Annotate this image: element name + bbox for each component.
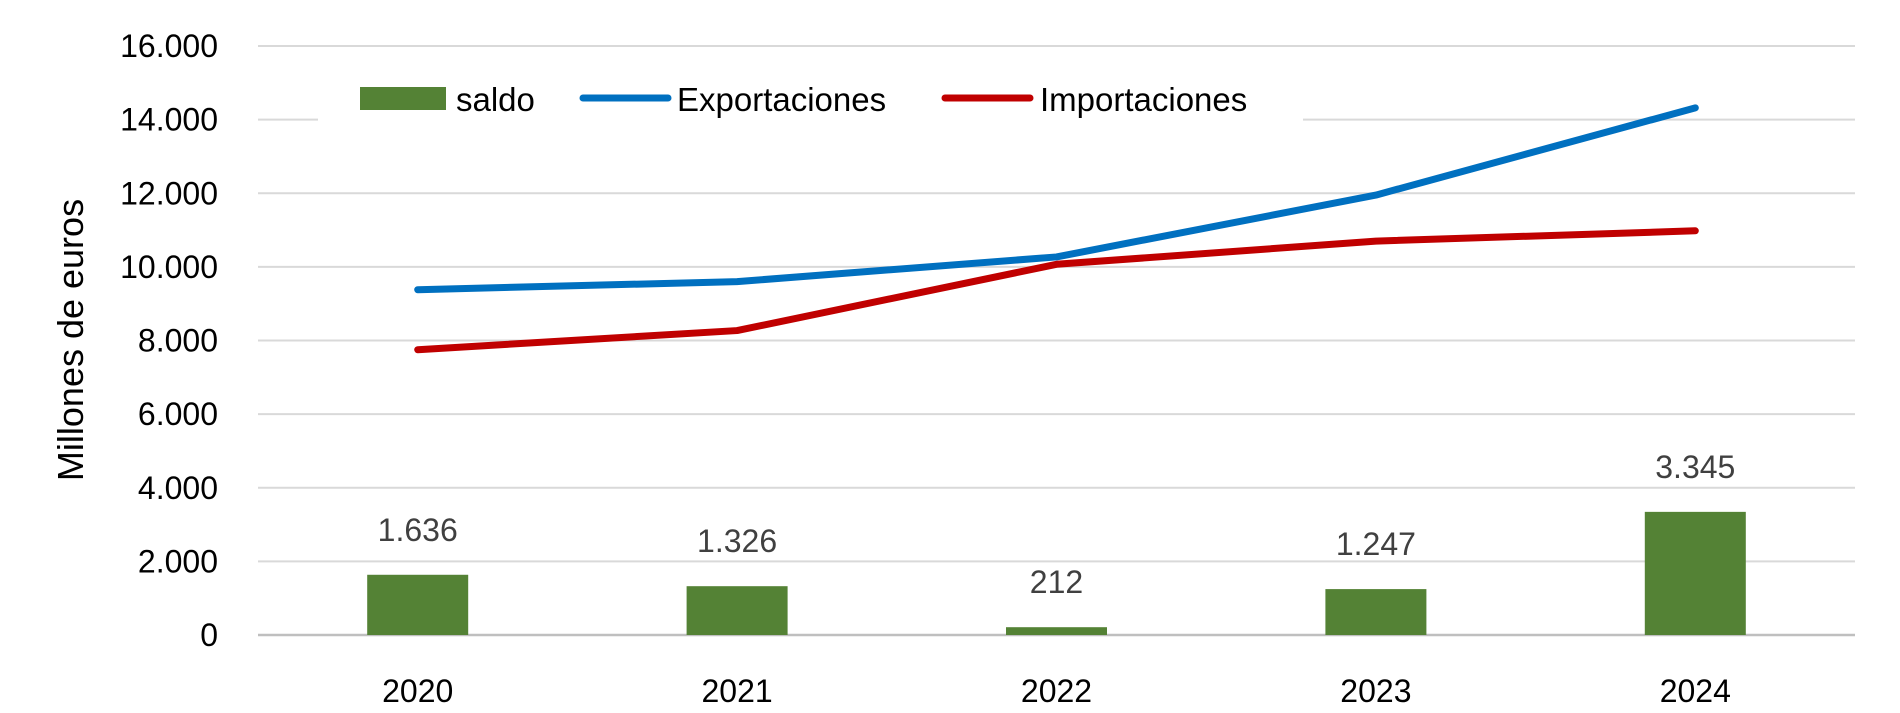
bar-series-saldo (367, 511, 1746, 635)
x-tick-label: 2023 (1340, 673, 1411, 709)
bar-data-label: 1.326 (697, 523, 777, 559)
bar-data-labels: 1.636 1.326 212 1.247 3.345 (378, 449, 1736, 600)
bar-saldo-2024 (1644, 511, 1746, 635)
x-axis-ticks: 2020 2021 2022 2023 2024 (382, 673, 1731, 709)
legend-label-exportaciones: Exportaciones (677, 81, 886, 118)
x-tick-label: 2024 (1660, 673, 1731, 709)
y-tick-label: 12.000 (120, 175, 218, 211)
legend-label-saldo: saldo (456, 81, 535, 118)
y-tick-label: 2.000 (138, 543, 218, 579)
bar-data-label: 1.247 (1336, 526, 1416, 562)
y-tick-label: 14.000 (120, 102, 218, 138)
bar-saldo-2021 (686, 586, 788, 635)
bar-data-label: 212 (1030, 564, 1083, 600)
line-series (414, 104, 1699, 354)
legend-background (318, 72, 1303, 128)
bar-data-label: 1.636 (378, 512, 458, 548)
x-tick-label: 2022 (1021, 673, 1092, 709)
y-tick-label: 6.000 (138, 396, 218, 432)
bar-saldo-2023 (1325, 589, 1427, 635)
y-tick-label: 10.000 (120, 249, 218, 285)
y-tick-label: 8.000 (138, 323, 218, 359)
y-tick-label: 4.000 (138, 470, 218, 506)
y-axis-title: Millones de euros (50, 199, 91, 481)
y-axis-ticks: 0 2.000 4.000 6.000 8.000 10.000 12.000 14.000 1… (120, 28, 218, 653)
legend-label-importaciones: Importaciones (1040, 81, 1247, 118)
legend-swatch-saldo (360, 87, 446, 110)
y-tick-label: 0 (200, 617, 218, 653)
x-tick-label: 2020 (382, 673, 453, 709)
bar-saldo-2020 (367, 574, 469, 635)
gridlines (258, 45, 1855, 637)
line-importaciones (414, 227, 1699, 354)
legend: saldo Exportaciones Importaciones (318, 72, 1303, 128)
bar-saldo-2022 (1006, 627, 1107, 635)
y-tick-label: 16.000 (120, 28, 218, 64)
bar-data-label: 3.345 (1655, 449, 1735, 485)
x-tick-label: 2021 (702, 673, 773, 709)
line-exportaciones (414, 104, 1699, 294)
